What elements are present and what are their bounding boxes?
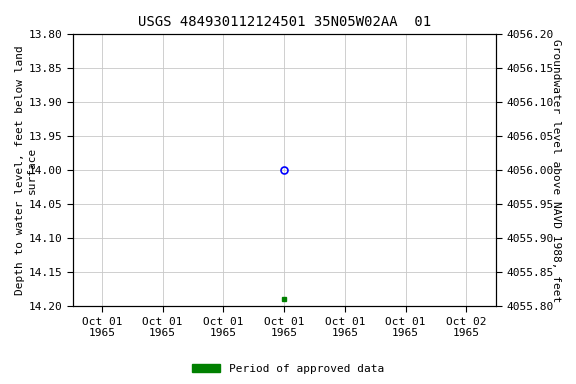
Y-axis label: Groundwater level above NAVD 1988, feet: Groundwater level above NAVD 1988, feet: [551, 39, 561, 302]
Y-axis label: Depth to water level, feet below land
surface: Depth to water level, feet below land su…: [15, 45, 37, 295]
Title: USGS 484930112124501 35N05W02AA  01: USGS 484930112124501 35N05W02AA 01: [138, 15, 431, 29]
Legend: Period of approved data: Period of approved data: [188, 359, 388, 379]
